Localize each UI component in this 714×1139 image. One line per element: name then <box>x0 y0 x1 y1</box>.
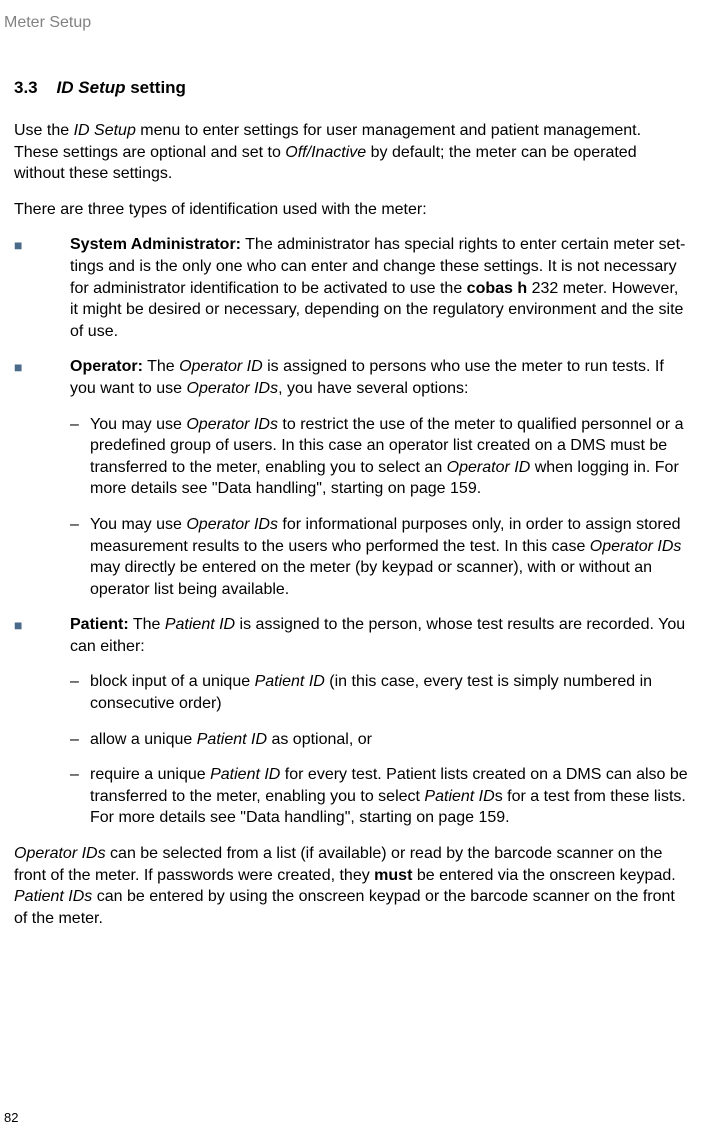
square-bullet-icon: ■ <box>14 614 70 634</box>
section-title-italic: ID Setup <box>57 78 126 97</box>
text-italic: Operator ID <box>447 459 531 476</box>
bullet-item-patient: ■ Patient: The Patient ID is assigned to… <box>14 614 688 657</box>
dash-bullet-icon: – <box>70 514 90 536</box>
sub-body: require a unique Patient ID for every te… <box>90 764 688 829</box>
text: as optional, or <box>267 731 372 748</box>
bullet-body: Operator: The Operator ID is assigned to… <box>70 356 688 399</box>
section-title-rest: setting <box>126 78 186 97</box>
dash-bullet-icon: – <box>70 671 90 693</box>
text: The <box>143 358 179 375</box>
square-bullet-icon: ■ <box>14 356 70 376</box>
sub-body: allow a unique Patient ID as optional, o… <box>90 729 688 751</box>
sub-body: block input of a unique Patient ID (in t… <box>90 671 688 714</box>
text-italic: ID Setup <box>74 122 136 139</box>
text-italic: Patient IDs <box>14 888 92 905</box>
bullet-item-operator: ■ Operator: The Operator ID is assigned … <box>14 356 688 399</box>
text: You may use <box>90 416 186 433</box>
closing-paragraph: Operator IDs can be selected from a list… <box>14 843 688 929</box>
bullet-body: Patient: The Patient ID is assigned to t… <box>70 614 688 657</box>
bullet-item-system-admin: ■ System Administrator: The administrato… <box>14 234 688 342</box>
text: be entered via the onscreen keypad. <box>412 867 675 884</box>
text-bold: Patient: <box>70 616 129 633</box>
text-bold: System Administrator: <box>70 236 241 253</box>
text-italic: Patient ID <box>165 616 235 633</box>
text-italic: Operator IDs <box>187 380 279 397</box>
text-bold: Operator: <box>70 358 143 375</box>
running-head: Meter Setup <box>4 14 688 32</box>
sub-item: – block input of a unique Patient ID (in… <box>70 671 688 714</box>
page-number: 82 <box>4 1110 18 1125</box>
text-italic: Patient ID <box>255 673 325 690</box>
text: , you have several options: <box>278 380 468 397</box>
square-bullet-icon: ■ <box>14 234 70 254</box>
intro-paragraph-1: Use the ID Setup menu to enter settings … <box>14 120 688 185</box>
sub-body: You may use Operator IDs for information… <box>90 514 688 600</box>
sub-item: – You may use Operator IDs for informati… <box>70 514 688 600</box>
text: allow a unique <box>90 731 197 748</box>
intro-paragraph-2: There are three types of identification … <box>14 199 688 221</box>
text-italic: Operator IDs <box>186 516 278 533</box>
text: can be entered by using the onscreen key… <box>14 888 675 927</box>
text-bold: must <box>374 867 412 884</box>
sub-item: – allow a unique Patient ID as optional,… <box>70 729 688 751</box>
sub-item: – require a unique Patient ID for every … <box>70 764 688 829</box>
text-italic: Operator IDs <box>186 416 278 433</box>
text-italic: Patient ID <box>197 731 267 748</box>
text-italic: Off/Inactive <box>285 144 366 161</box>
text-bold: cobas h <box>467 280 527 297</box>
text: Use the <box>14 122 74 139</box>
sub-body: You may use Operator IDs to restrict the… <box>90 414 688 500</box>
text-italic: Operator IDs <box>590 538 682 555</box>
text: You may use <box>90 516 186 533</box>
sub-item: – You may use Operator IDs to restrict t… <box>70 414 688 500</box>
text-italic: Operator IDs <box>14 845 106 862</box>
text-italic: Operator ID <box>179 358 263 375</box>
section-number: 3.3 <box>14 78 38 97</box>
text: The <box>129 616 165 633</box>
section-heading: 3.3 ID Setup setting <box>14 78 688 98</box>
text: require a unique <box>90 766 210 783</box>
dash-bullet-icon: – <box>70 729 90 751</box>
dash-bullet-icon: – <box>70 414 90 436</box>
text-italic: Patient ID <box>424 788 494 805</box>
text: may directly be entered on the meter (by… <box>90 559 652 598</box>
bullet-body: System Administrator: The administrator … <box>70 234 688 342</box>
text: block input of a unique <box>90 673 255 690</box>
bullet-list: ■ System Administrator: The administrato… <box>14 234 688 829</box>
dash-bullet-icon: – <box>70 764 90 786</box>
text-italic: Patient ID <box>210 766 280 783</box>
